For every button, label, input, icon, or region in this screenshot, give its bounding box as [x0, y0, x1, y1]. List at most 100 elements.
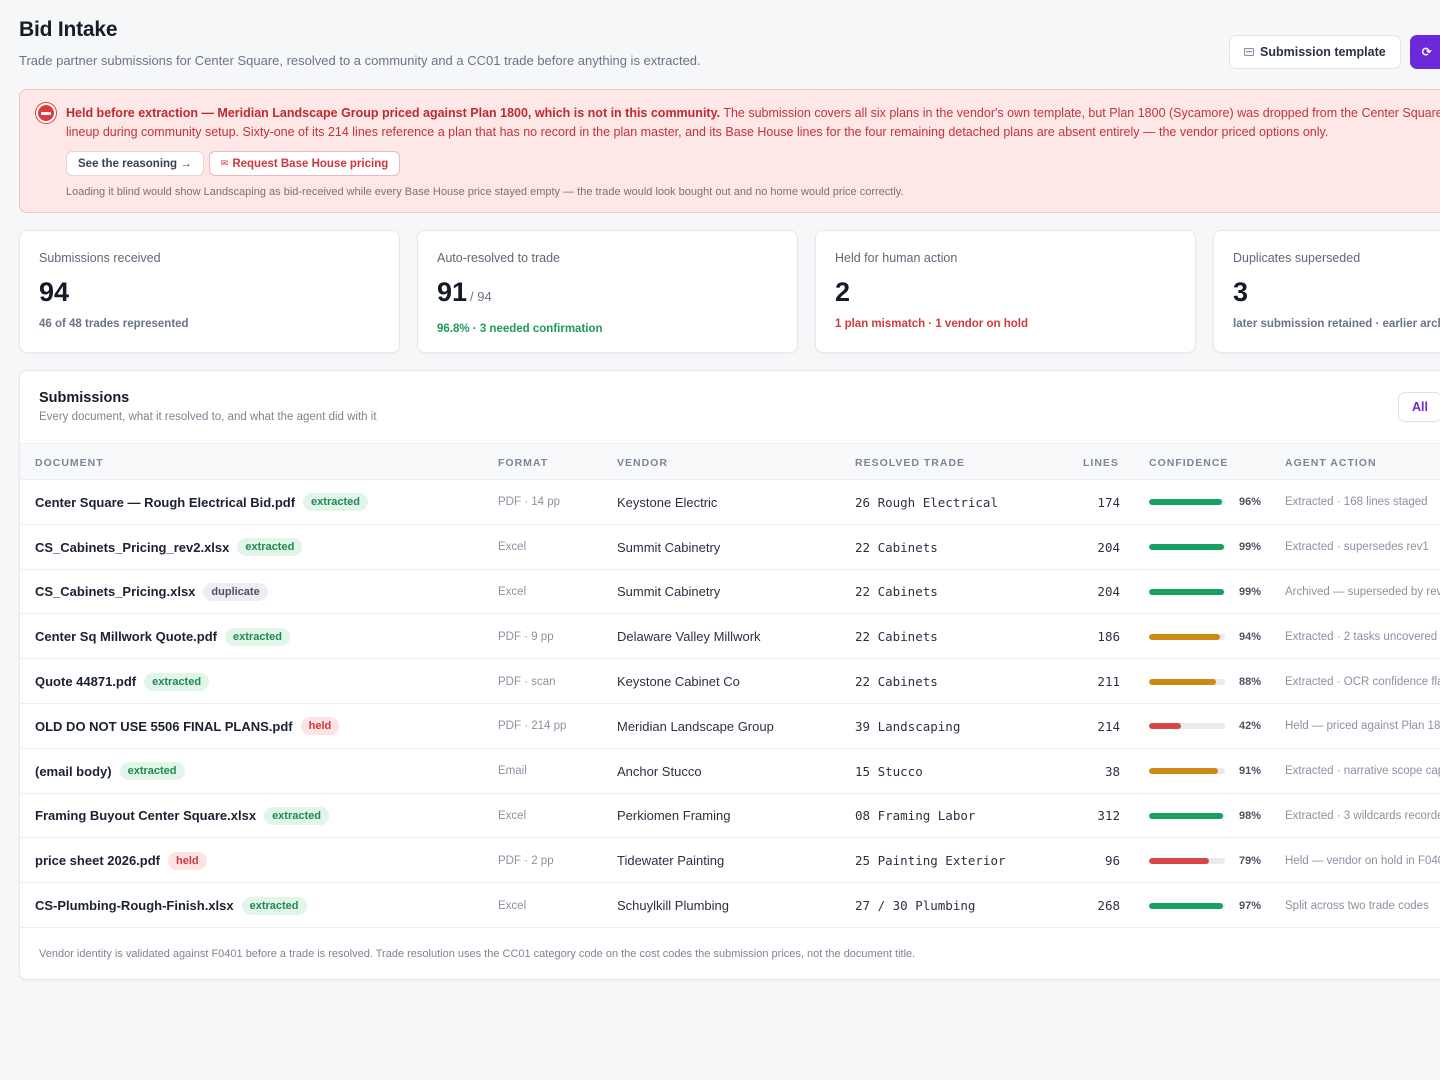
- no-entry-icon: [36, 103, 56, 123]
- table-row[interactable]: Center Sq Millwork Quote.pdf extracted PDF…: [20, 614, 1440, 660]
- column-header-format[interactable]: Format: [498, 457, 549, 469]
- table-row[interactable]: CS_Cabinets_Pricing.xlsx duplicate Excel Su…: [20, 570, 1440, 615]
- see-reasoning-button[interactable]: See the reasoning →: [66, 151, 204, 176]
- document-name[interactable]: Center Square — Rough Electrical Bid.pdf: [35, 494, 296, 510]
- document-name[interactable]: Center Sq Millwork Quote.pdf: [35, 629, 218, 645]
- vendor-cell: Delaware Valley Millwork: [617, 629, 761, 645]
- confidence-bar-fill: [1149, 678, 1216, 685]
- stat-card-held: Held for human action 2 1 plan mismatch …: [815, 230, 1196, 353]
- resolved-trade-cell: 08 Framing Labor: [855, 808, 976, 824]
- stat-value: 2: [835, 277, 1176, 307]
- format-cell: PDF · 9 pp: [498, 630, 554, 643]
- agent-action-cell: Held — vendor on hold in F0401: [1285, 854, 1440, 867]
- confidence-value: 99%: [1238, 541, 1261, 554]
- confidence-value: 94%: [1238, 630, 1261, 643]
- column-header-vendor[interactable]: Vendor: [617, 457, 668, 469]
- stat-card-duplicates: Duplicates superseded 3 later submission…: [1213, 230, 1440, 353]
- table-row[interactable]: CS-Plumbing-Rough-Finish.xlsx extracted Ex…: [20, 883, 1440, 928]
- column-header-document[interactable]: Document: [35, 457, 104, 469]
- table-row[interactable]: CS_Cabinets_Pricing_rev2.xlsx extracted Ex…: [20, 525, 1440, 570]
- status-badge: extracted: [241, 896, 307, 915]
- column-header-confidence[interactable]: Confidence: [1149, 457, 1229, 469]
- document-name[interactable]: CS_Cabinets_Pricing_rev2.xlsx: [35, 539, 230, 555]
- stat-number: 2: [835, 277, 851, 307]
- lines-cell: 211: [1097, 674, 1120, 690]
- table-row[interactable]: OLD DO NOT USE 5506 FINAL PLANS.pdf held P…: [20, 704, 1440, 749]
- agent-action-cell: Split across two trade codes: [1285, 899, 1429, 912]
- lines-cell: 312: [1097, 808, 1120, 824]
- alert-note: Loading it blind would show Landscaping …: [66, 186, 904, 198]
- confidence-bar-fill: [1149, 768, 1219, 775]
- column-header-lines[interactable]: Lines: [1083, 457, 1119, 469]
- table-row[interactable]: Framing Buyout Center Square.xlsx extract…: [20, 794, 1440, 839]
- status-badge: held: [168, 851, 207, 870]
- confidence-bar-fill: [1149, 857, 1210, 864]
- lines-cell: 186: [1097, 629, 1120, 645]
- confidence-bar-fill: [1149, 633, 1221, 640]
- primary-action-button[interactable]: ⟳: [1409, 35, 1440, 69]
- document-cell: (email body) extracted: [35, 749, 185, 794]
- format-cell: Excel: [498, 899, 527, 912]
- alert-body: The submission covers all six plans in t…: [66, 106, 1440, 139]
- agent-action-cell: Archived — superseded by rev2: [1285, 585, 1440, 598]
- confidence-cell: 99%: [1149, 525, 1261, 570]
- stat-number: 3: [1233, 277, 1249, 307]
- see-reasoning-label: See the reasoning →: [78, 157, 192, 170]
- table-row[interactable]: Center Square — Rough Electrical Bid.pdf…: [20, 480, 1440, 525]
- document-name[interactable]: (email body): [35, 763, 112, 779]
- confidence-bar-fill: [1149, 723, 1181, 730]
- alert-actions: See the reasoning → ✉ Request Base House…: [66, 151, 401, 176]
- resolved-trade-cell: 22 Cabinets: [855, 539, 938, 555]
- confidence-value: 42%: [1238, 720, 1261, 733]
- resolved-trade-cell: 22 Cabinets: [855, 674, 938, 690]
- confidence-value: 88%: [1238, 675, 1261, 688]
- stat-suffix: / 94: [470, 289, 492, 304]
- format-cell: PDF · 14 pp: [498, 496, 560, 509]
- stat-label: Held for human action: [835, 251, 958, 265]
- request-base-house-pricing-button[interactable]: ✉ Request Base House pricing: [208, 151, 401, 176]
- confidence-bar: [1149, 544, 1225, 551]
- vendor-cell: Summit Cabinetry: [617, 584, 721, 600]
- confidence-bar-fill: [1149, 544, 1225, 551]
- format-cell: Excel: [498, 809, 527, 822]
- vendor-cell: Perkiomen Framing: [617, 808, 731, 824]
- document-name[interactable]: CS_Cabinets_Pricing.xlsx: [35, 584, 196, 600]
- document-icon: [1244, 48, 1254, 56]
- document-name[interactable]: Quote 44871.pdf: [35, 674, 137, 690]
- document-name[interactable]: OLD DO NOT USE 5506 FINAL PLANS.pdf: [35, 718, 293, 734]
- page-subtitle: Trade partner submissions for Center Squ…: [19, 53, 701, 68]
- submissions-panel: Submissions Every document, what it reso…: [19, 370, 1440, 980]
- column-header-resolved-trade[interactable]: Resolved trade: [855, 457, 966, 469]
- table-row[interactable]: price sheet 2026.pdf held PDF · 2 pp Tidewa…: [20, 838, 1440, 884]
- document-name[interactable]: price sheet 2026.pdf: [35, 853, 160, 869]
- submission-template-button[interactable]: Submission template: [1229, 35, 1401, 69]
- stat-value: 91/ 94: [437, 277, 778, 312]
- submissions-table-body: Center Square — Rough Electrical Bid.pdf…: [20, 480, 1440, 928]
- document-name[interactable]: Framing Buyout Center Square.xlsx: [35, 808, 257, 824]
- confidence-value: 96%: [1238, 496, 1261, 509]
- status-badge: extracted: [225, 627, 290, 646]
- resolved-trade-cell: 26 Rough Electrical: [855, 494, 998, 510]
- confidence-bar: [1149, 633, 1225, 640]
- table-row[interactable]: Quote 44871.pdf extracted PDF · scan Keysto…: [20, 659, 1440, 704]
- confidence-bar-fill: [1149, 588, 1225, 595]
- format-cell: PDF · 2 pp: [498, 854, 554, 867]
- resolved-trade-cell: 39 Landscaping: [855, 718, 961, 734]
- confidence-bar: [1149, 678, 1225, 685]
- filter-all-button[interactable]: All: [1398, 392, 1440, 422]
- confidence-cell: 97%: [1149, 883, 1261, 928]
- vendor-cell: Meridian Landscape Group: [617, 718, 774, 734]
- lines-cell: 204: [1097, 584, 1120, 600]
- alert-message: Held before extraction — Meridian Landsc…: [66, 104, 1440, 142]
- confidence-cell: 79%: [1149, 838, 1261, 883]
- confidence-bar: [1149, 499, 1225, 506]
- agent-action-cell: Extracted · 3 wildcards recorded: [1285, 809, 1440, 822]
- status-badge: held: [300, 717, 340, 736]
- document-name[interactable]: CS-Plumbing-Rough-Finish.xlsx: [35, 898, 234, 914]
- confidence-cell: 99%: [1149, 570, 1261, 615]
- table-header: Document Format Vendor Resolved trade Li…: [20, 443, 1440, 480]
- table-row[interactable]: (email body) extracted Email Anchor Stucco 1…: [20, 749, 1440, 794]
- document-cell: price sheet 2026.pdf held: [35, 838, 207, 883]
- column-header-agent-action[interactable]: Agent action: [1285, 457, 1377, 469]
- lines-cell: 174: [1097, 494, 1120, 510]
